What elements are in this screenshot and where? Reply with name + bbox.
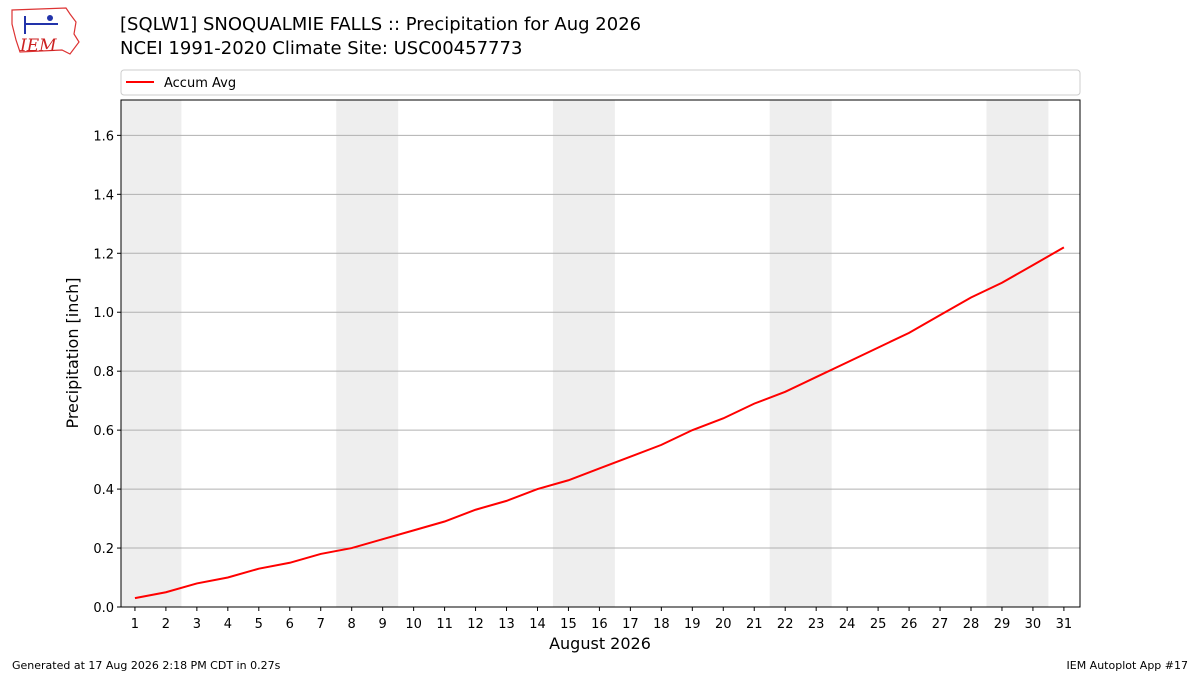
x-tick-label: 6 <box>286 617 294 632</box>
chart-title: [SQLW1] SNOQUALMIE FALLS :: Precipitatio… <box>120 14 641 35</box>
x-tick-label: 23 <box>808 617 825 632</box>
x-tick-label: 22 <box>777 617 794 632</box>
footer-right: IEM Autoplot App #17 <box>1067 659 1189 672</box>
x-tick-label: 29 <box>994 617 1011 632</box>
y-tick-label: 1.6 <box>93 129 114 144</box>
plot-frame <box>120 99 1081 608</box>
logo-cup <box>47 15 53 21</box>
x-tick-label: 5 <box>255 617 263 632</box>
x-tick-label: 10 <box>405 617 422 632</box>
x-tick-label: 26 <box>901 617 918 632</box>
x-tick-label: 19 <box>684 617 701 632</box>
x-tick-label: 12 <box>467 617 484 632</box>
y-axis-label: Precipitation [inch] <box>63 277 82 428</box>
logo: IEM <box>11 7 80 56</box>
x-tick-label: 16 <box>591 617 608 632</box>
x-tick-label: 14 <box>529 617 546 632</box>
x-tick-label: 7 <box>317 617 325 632</box>
x-tick-label: 21 <box>746 617 763 632</box>
x-tick-label: 30 <box>1025 617 1042 632</box>
legend-box <box>120 69 1081 96</box>
x-tick-label: 27 <box>932 617 949 632</box>
x-tick-label: 18 <box>653 617 670 632</box>
x-tick-label: 9 <box>379 617 387 632</box>
x-axis-label: August 2026 <box>549 634 651 653</box>
x-tick-label: 1 <box>131 617 139 632</box>
weekend-shade <box>769 100 832 607</box>
y-tick-label: 0.6 <box>93 424 114 439</box>
line-series <box>134 246 1065 600</box>
x-tick-label: 20 <box>715 617 732 632</box>
x-tick-label: 17 <box>622 617 639 632</box>
legend-label: Accum Avg <box>164 76 236 91</box>
weekend-shade <box>121 100 182 607</box>
x-tick-label: 28 <box>963 617 980 632</box>
weekend-shade <box>552 100 615 607</box>
y-tick-label: 0.4 <box>93 483 114 498</box>
x-tick-label: 25 <box>870 617 887 632</box>
y-tick-label: 1.2 <box>93 247 114 262</box>
x-tick-label: 11 <box>436 617 453 632</box>
y-tick-label: 1.0 <box>93 306 114 321</box>
weekend-shade <box>986 100 1049 607</box>
weekend-shade <box>336 100 399 607</box>
x-tick-label: 3 <box>193 617 201 632</box>
x-tick-label: 31 <box>1056 617 1073 632</box>
x-tick-label: 15 <box>560 617 577 632</box>
y-tick-label: 0.0 <box>93 601 114 616</box>
logo-map <box>11 7 80 55</box>
x-tick-label: 13 <box>498 617 515 632</box>
footer-left: Generated at 17 Aug 2026 2:18 PM CDT in … <box>12 659 281 672</box>
y-tick-label: 0.2 <box>93 542 114 557</box>
x-tick-label: 2 <box>162 617 170 632</box>
x-tick-label: 8 <box>348 617 356 632</box>
y-tick-label: 0.8 <box>93 365 114 380</box>
x-tick-label: 24 <box>839 617 856 632</box>
y-tick-label: 1.4 <box>93 188 114 203</box>
x-tick-label: 4 <box>224 617 232 632</box>
logo-text: IEM <box>19 36 57 56</box>
chart-subtitle: NCEI 1991-2020 Climate Site: USC00457773 <box>120 38 522 59</box>
